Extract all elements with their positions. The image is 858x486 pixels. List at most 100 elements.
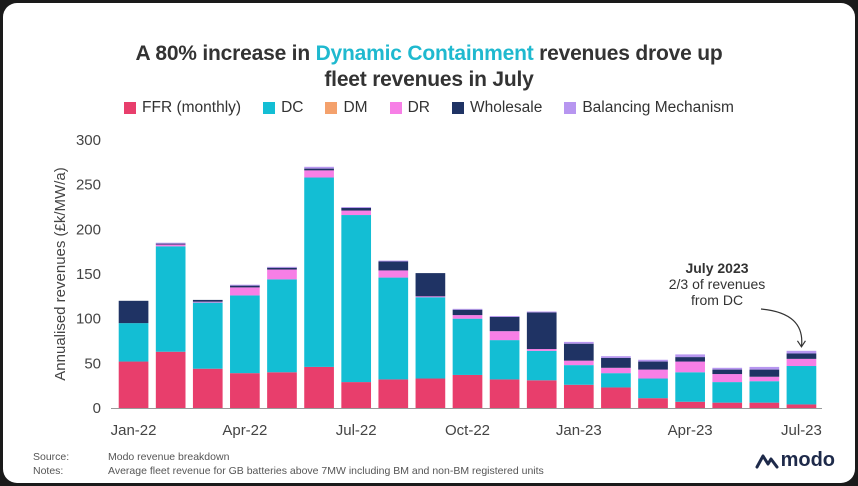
bar-ffr-monthly-sep-22 [415,378,446,408]
bar-dc-jul-23 [786,366,817,405]
bar-dr-mar-23 [638,369,668,379]
y-axis-label: Annualised revenues (£k/MW/a) [52,167,69,380]
x-tick-label: Jan-23 [556,422,602,439]
bar-ffr-monthly-dec-22 [526,380,557,408]
legend-swatch [124,102,137,114]
bar-dr-aug-22 [378,270,409,278]
bar-balancing-mechanism-apr-23 [675,354,705,358]
bar-wholesale-apr-23 [675,357,705,362]
bar-dr-nov-22 [489,331,520,341]
bar-dr-sep-22 [415,296,446,298]
bar-dc-feb-22 [155,246,186,352]
bar-dr-jun-23 [749,376,780,382]
annotation-title: July 2023 [685,260,748,276]
legend-label: DR [407,99,430,116]
legend-swatch [263,102,276,114]
title-part-1: A 80% increase in [135,42,316,65]
bar-wholesale-sep-22 [415,273,446,297]
bar-dr-mar-22 [192,301,223,303]
bar-balancing-mechanism-jun-22 [304,166,334,169]
source-text: Modo revenue breakdown [108,451,230,463]
bar-dr-oct-22 [452,315,483,319]
bar-ffr-monthly-apr-23 [675,401,705,408]
legend-item-wholesale: Wholesale [451,99,543,117]
bar-ffr-monthly-may-22 [267,372,297,408]
bar-dr-jul-22 [341,210,372,216]
bar-ffr-monthly-jan-23 [563,384,594,408]
bar-dr-feb-22 [155,244,186,247]
bar-dr-jan-23 [563,360,594,366]
legend-label: Wholesale [469,99,543,116]
legend-label: DC [281,99,304,116]
legend-item-dm: DM [325,99,368,117]
bar-wholesale-oct-22 [452,309,483,316]
bar-wholesale-jan-23 [563,343,594,361]
legend-label: Balancing Mechanism [582,99,734,116]
bar-dc-jul-22 [341,215,372,383]
bar-ffr-monthly-jun-22 [304,366,334,408]
legend-item-ffr-monthly: FFR (monthly) [124,99,241,117]
bar-wholesale-jul-22 [341,207,372,211]
notes-text: Average fleet revenue for GB batteries a… [108,465,544,477]
chart-title: A 80% increase in Dynamic Containment re… [3,41,855,93]
bar-balancing-mechanism-apr-22 [230,284,260,286]
logo-text: modo [780,449,835,471]
modo-logo-icon [755,454,779,468]
bar-balancing-mechanism-aug-22 [378,260,409,262]
legend: FFR (monthly) DC DM DR Wholesale Balancing Me… [3,99,855,117]
bar-wholesale-jul-23 [786,353,817,359]
bar-dc-may-23 [712,382,743,403]
title-part-2: revenues drove up [533,42,723,65]
bar-wholesale-feb-23 [601,357,631,368]
bar-dc-jan-22 [118,323,149,362]
bar-ffr-monthly-mar-23 [638,398,668,408]
bar-balancing-mechanism-mar-23 [638,359,668,362]
bar-dc-feb-23 [601,373,631,388]
y-tick-label: 150 [76,266,101,283]
bar-balancing-mechanism-may-22 [267,266,297,268]
annotation-line-1: 2/3 of revenues [669,276,766,292]
bar-ffr-monthly-oct-22 [452,374,483,408]
bar-ffr-monthly-jul-23 [786,404,817,408]
title-line-2: fleet revenues in July [324,68,534,91]
bar-wholesale-feb-22 [155,243,186,245]
bar-ffr-monthly-jul-22 [341,382,372,408]
annotation-arrow [760,308,803,347]
bar-balancing-mechanism-may-23 [712,367,743,370]
legend-label: FFR (monthly) [142,99,242,116]
bar-wholesale-apr-22 [230,285,260,288]
legend-swatch [451,102,464,114]
bar-balancing-mechanism-feb-22 [155,242,186,244]
bar-dc-mar-23 [638,378,668,399]
annotation-arrowhead [796,340,806,348]
y-tick-label: 300 [76,132,101,149]
x-tick-label: Jul-23 [781,422,822,439]
bar-balancing-mechanism-jan-23 [563,341,594,344]
bar-balancing-mechanism-jul-22 [341,207,372,208]
legend-swatch [325,102,338,114]
bar-dc-may-22 [267,279,297,373]
legend-swatch [564,102,577,114]
bar-balancing-mechanism-jun-23 [749,366,780,370]
bar-dc-jun-23 [749,381,780,403]
x-tick-label: Jan-22 [111,422,157,439]
annotation-line-2: from DC [691,292,743,308]
bar-balancing-mechanism-jul-23 [786,350,817,354]
x-tick-label: Apr-23 [668,422,713,439]
bar-dr-dec-22 [526,349,557,351]
chart-card: A 80% increase in Dynamic Containment re… [3,3,855,483]
bar-dr-may-23 [712,374,743,383]
bar-balancing-mechanism-oct-22 [452,308,483,310]
bar-dc-oct-22 [452,318,483,375]
bar-dr-feb-23 [601,367,631,374]
bar-ffr-monthly-jan-22 [118,361,149,408]
bar-ffr-monthly-jun-23 [749,402,780,408]
y-tick-label: 200 [76,221,101,238]
bar-dr-apr-22 [230,287,260,296]
title-highlight: Dynamic Containment [315,42,534,65]
y-tick-label: 100 [76,311,101,328]
bar-dc-sep-22 [415,297,446,379]
legend-item-dc: DC [263,99,303,117]
x-tick-label: Apr-22 [222,422,267,439]
bar-ffr-monthly-may-23 [712,402,743,408]
